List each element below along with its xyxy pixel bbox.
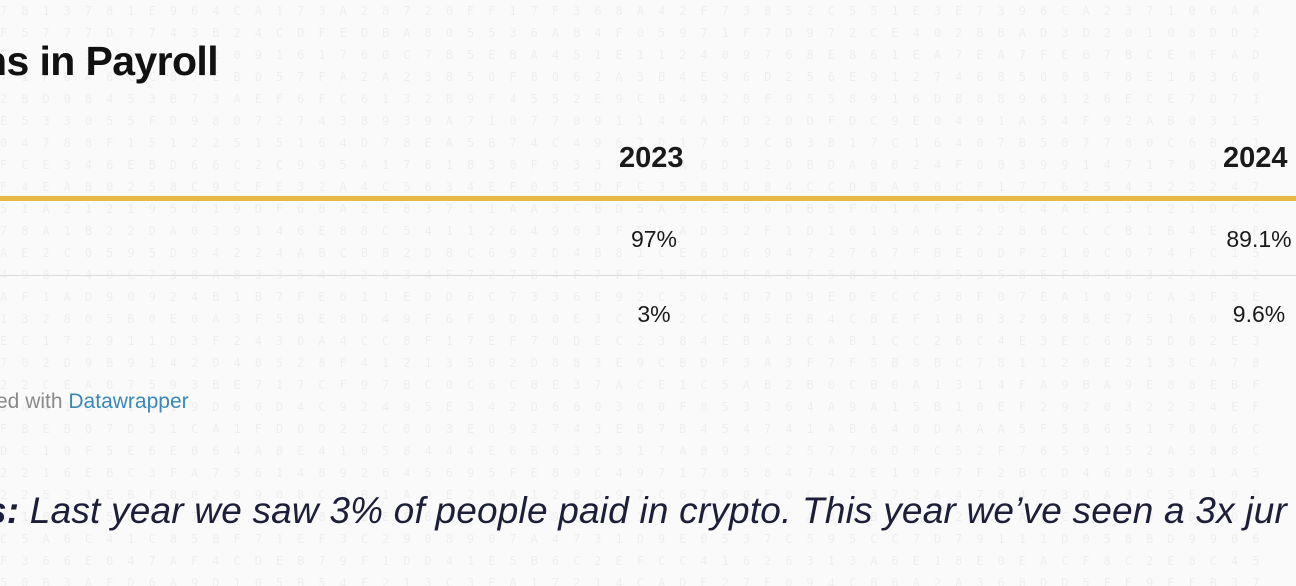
column-header-2023: 2023 [619, 142, 684, 174]
pull-quote: s: Last year we saw 3% of people paid in… [0, 490, 1287, 532]
quote-text: Last year we saw 3% of people paid in cr… [29, 490, 1287, 531]
credit-prefix: ed with [0, 390, 63, 413]
header-divider [0, 196, 1296, 201]
chart-credit: ed with Datawrapper [0, 390, 189, 414]
table-cell: 97% [630, 226, 678, 252]
table-cell: 89.1% [1226, 226, 1292, 252]
quote-lead: s: [0, 490, 20, 531]
table-cell: 3% [637, 301, 671, 327]
table-cell: 9.6% [1232, 301, 1286, 327]
row-divider [0, 275, 1296, 276]
column-header-2024: 2024 [1223, 142, 1288, 174]
chart-title: ns in Payroll [0, 38, 219, 84]
datawrapper-link[interactable]: Datawrapper [68, 390, 189, 413]
